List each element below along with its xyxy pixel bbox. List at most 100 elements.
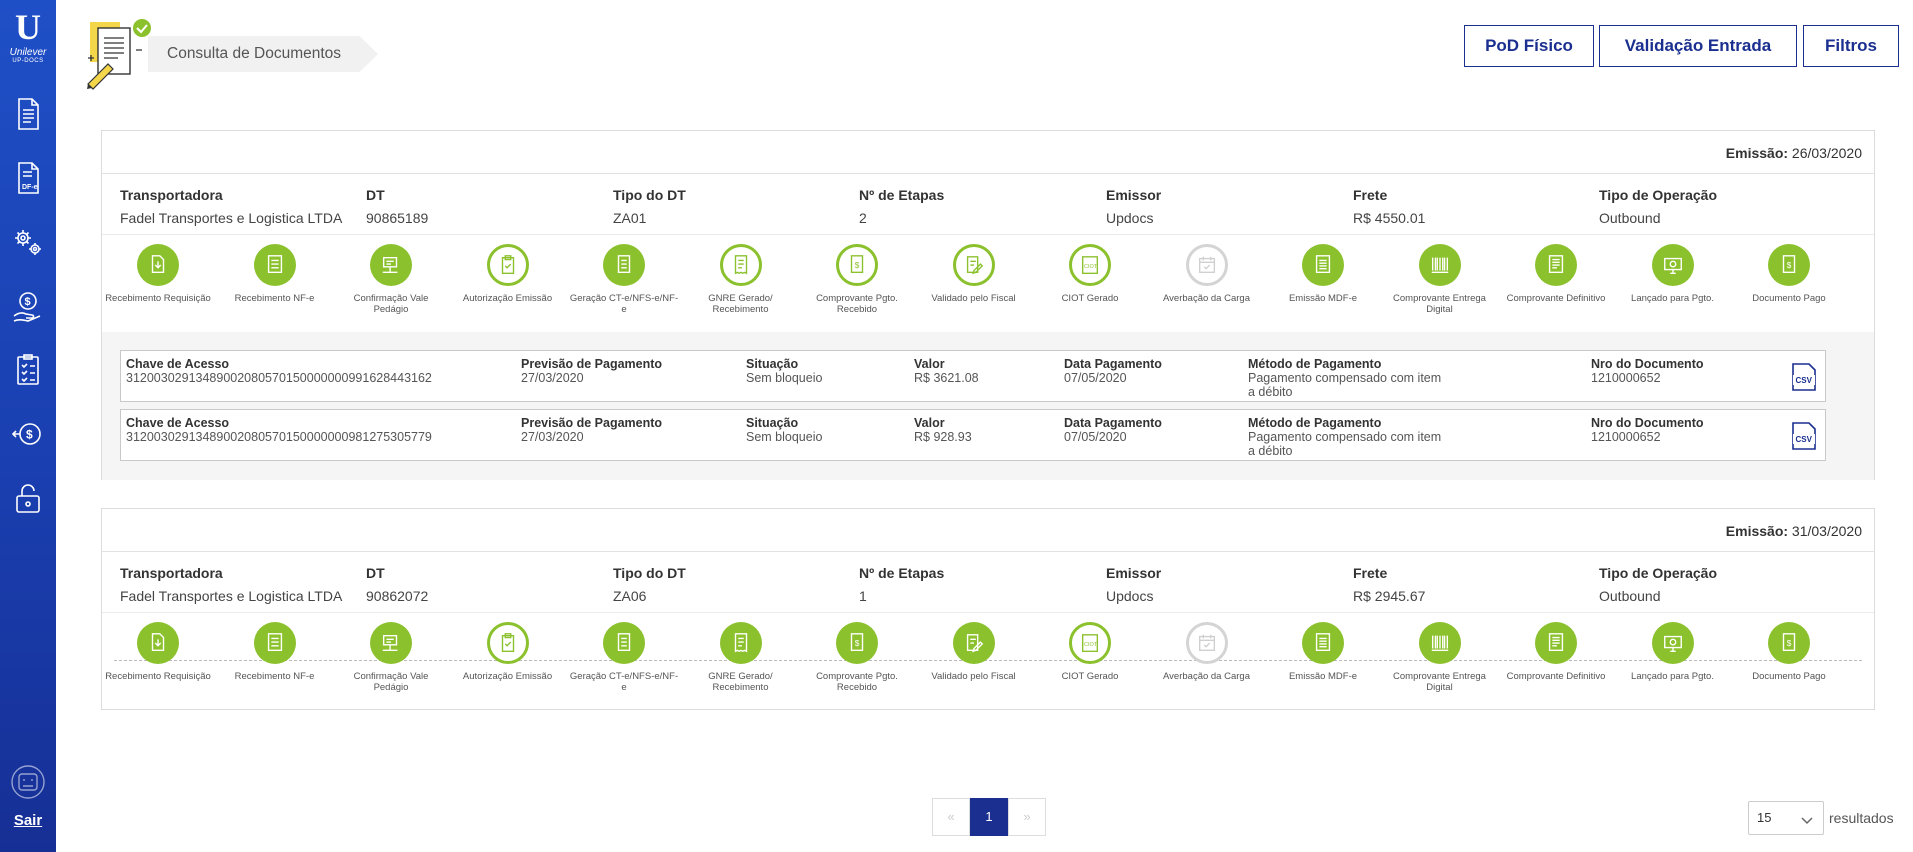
workflow-step-label: Comprovante Pgto. Recebido [816, 671, 898, 693]
refund-icon[interactable]: $ [10, 416, 46, 452]
workflow-step-label: CIOT Gerado [1061, 671, 1119, 682]
doc-metodo: Método de Pagamento Pagamento compensado … [1248, 416, 1442, 458]
payment-receipt-icon: $ [836, 622, 878, 664]
field-tipo-dt: Tipo do DT ZA06 [613, 565, 686, 604]
workflow-step: Emissão MDF-e [1268, 622, 1378, 682]
field-emissor: Emissor Updocs [1106, 565, 1162, 604]
workflow-step: Recebimento NF-e [220, 244, 330, 304]
doc-chave: Chave de Acesso 3120030291348900208057015… [126, 416, 432, 444]
chatbot-icon[interactable] [10, 764, 46, 800]
dfe-nav-icon[interactable]: DF-e [10, 160, 46, 196]
steps-connector-line [114, 660, 1862, 661]
field-dt: DT 90865189 [366, 187, 429, 226]
logo-mark: U [15, 7, 41, 47]
field-tipo-operacao: Tipo de Operação Outbound [1599, 187, 1717, 226]
workflow-step: Comprovante Entrega Digital [1385, 622, 1495, 693]
edit-doc-icon [952, 244, 995, 286]
workflow-step-label: Documento Pago [1752, 671, 1826, 682]
logout-link[interactable]: Sair [13, 812, 43, 829]
chevron-down-icon [1799, 808, 1815, 825]
csv-download-icon[interactable]: CSV [1791, 363, 1817, 391]
receipt-icon [719, 622, 762, 664]
toll-sign-icon [370, 244, 412, 286]
page-size-select[interactable]: 15 [1748, 801, 1824, 835]
workflow-step: Geração CT-e/NFS-e/NF-e [569, 244, 679, 315]
sidebar: U Unilever UP-DOCS DF-e $ $ Sair [0, 0, 56, 852]
document-row[interactable]: Chave de Acesso 3120030291348900208057015… [120, 409, 1826, 461]
workflow-step-label: Recebimento Requisição [105, 671, 211, 682]
workflow-step-label: Confirmação Vale Pedágio [353, 671, 429, 693]
workflow-step: Autorização Emissão [453, 622, 563, 682]
workflow-step: Comprovante Definitivo [1501, 622, 1611, 682]
workflow-step-label: Autorização Emissão [462, 293, 553, 304]
document-row[interactable]: Chave de Acesso 3120030291348900208057015… [120, 350, 1826, 402]
csv-download-icon[interactable]: CSV [1791, 422, 1817, 450]
ciot-icon: CIOT [1069, 244, 1111, 286]
workflow-step-label: Lançado para Pgto. [1631, 293, 1714, 304]
svg-text:$: $ [26, 428, 33, 442]
page-title-band [148, 36, 378, 72]
workflow-step: Confirmação Vale Pedágio [336, 622, 446, 693]
workflow-step-label: CIOT Gerado [1061, 293, 1119, 304]
workflow-step-label: Comprovante Definitivo [1506, 671, 1606, 682]
doc-valor: Valor R$ 3621.08 [914, 357, 979, 385]
screen-money-icon [1651, 244, 1694, 286]
emission-date: Emissão: 26/03/2020 [1725, 145, 1862, 161]
workflow-step-label: Emissão MDF-e [1288, 671, 1358, 682]
workflow-step-label: Validado pelo Fiscal [931, 293, 1016, 304]
payment-receipt-icon: $ [836, 244, 878, 286]
workflow-step: Lançado para Pgto. [1618, 622, 1728, 682]
unlock-icon[interactable] [10, 480, 46, 516]
doc-nro: Nro do Documento 1210000652 [1591, 416, 1704, 444]
paid-doc-icon: $ [1768, 244, 1810, 286]
workflow-step-label: Recebimento Requisição [105, 293, 211, 304]
paid-doc-icon: $ [1768, 622, 1810, 664]
workflow-step: Comprovante Entrega Digital [1385, 244, 1495, 315]
workflow-step: Emissão MDF-e [1268, 244, 1378, 304]
pod-fisico-button[interactable]: PoD Físico [1464, 25, 1594, 67]
pagination-current[interactable]: 1 [970, 798, 1008, 836]
workflow-step: Recebimento NF-e [220, 622, 330, 682]
workflow-step: Recebimento Requisição [103, 244, 213, 304]
page-size-value: 15 [1757, 810, 1772, 825]
field-dt: DT 90862072 [366, 565, 429, 604]
svg-text:$: $ [1787, 261, 1792, 270]
money-hand-icon[interactable]: $ [10, 288, 46, 324]
workflow-step-label: Documento Pago [1752, 293, 1826, 304]
field-frete: Frete R$ 4550.01 [1353, 187, 1426, 226]
workflow-step-label: Geração CT-e/NFS-e/NF-e [569, 293, 679, 315]
filtros-button[interactable]: Filtros [1803, 25, 1899, 67]
workflow-step-label: Confirmação Vale Pedágio [353, 293, 429, 315]
invoice-icon [253, 244, 296, 286]
final-receipt-icon [1535, 622, 1577, 664]
workflow-step-label: Emissão MDF-e [1288, 293, 1358, 304]
svg-text:CSV: CSV [1796, 435, 1813, 444]
workflow-step-label: Autorização Emissão [462, 671, 553, 682]
documents-nav-icon[interactable] [10, 96, 46, 132]
svg-text:$: $ [1787, 639, 1792, 648]
doc-previsao: Previsão de Pagamento 27/03/2020 [521, 357, 663, 385]
logo-brand: Unilever [9, 47, 47, 58]
svg-text:CSV: CSV [1796, 376, 1813, 385]
settings-gear-icon[interactable] [10, 224, 46, 260]
field-transportadora: Transportadora Fadel Transportes e Logist… [120, 565, 343, 604]
workflow-step-label: Comprovante Pgto. Recebido [816, 293, 898, 315]
field-transportadora: Transportadora Fadel Transportes e Logist… [120, 187, 343, 226]
workflow-step: CIOT CIOT Gerado [1035, 244, 1145, 304]
validacao-entrada-button[interactable]: Validação Entrada [1599, 25, 1797, 67]
field-etapas: Nº de Etapas 2 [859, 187, 945, 226]
emission-date: Emissão: 31/03/2020 [1725, 523, 1862, 539]
checklist-icon[interactable] [10, 352, 46, 388]
doc-situacao: Situação Sem bloqueio [746, 416, 823, 444]
svg-text:$: $ [855, 639, 860, 648]
unilever-logo: U Unilever UP-DOCS [6, 8, 50, 70]
pagination-prev[interactable]: « [932, 798, 970, 836]
pagination-next[interactable]: » [1008, 798, 1046, 836]
workflow-step-label: GNRE Gerado/ Recebimento [708, 671, 773, 693]
final-receipt-icon [1535, 244, 1577, 286]
workflow-step: Averbação da Carga [1152, 622, 1262, 682]
svg-text:DF-e: DF-e [22, 184, 38, 191]
toll-sign-icon [370, 622, 412, 664]
download-doc-icon [137, 622, 179, 664]
shipment-card: Emissão: 31/03/2020 Transportadora Fadel … [101, 508, 1875, 710]
